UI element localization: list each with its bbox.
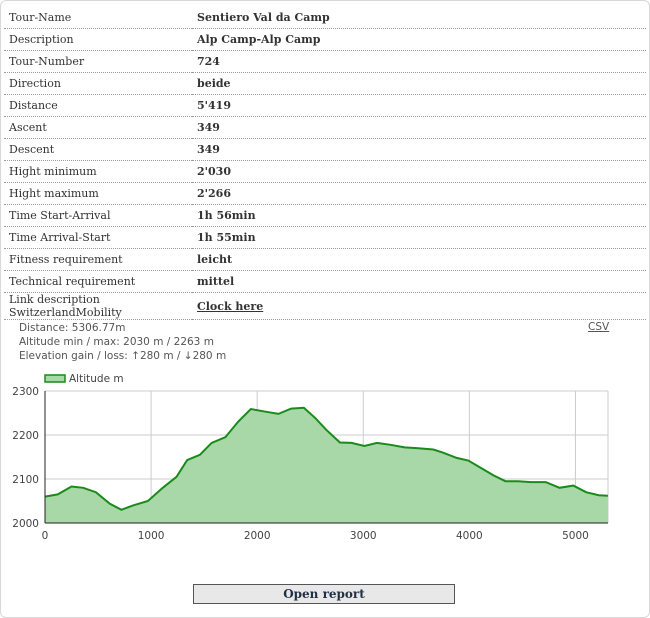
altitude-line [44,406,608,511]
x-tick-label: 2000 [244,530,271,542]
info-value: 349 [192,116,646,139]
info-key: Description [4,28,192,51]
tour-info-table: Tour-Name Sentiero Val da Camp Description… [4,7,646,320]
info-key: Fitness requirement [4,248,192,271]
stats-distance: Distance: 5306.77m [19,322,126,334]
x-tick-label: 5000 [562,530,589,542]
info-key: Time Arrival-Start [4,226,192,249]
info-value: leicht [192,248,646,271]
info-key: Hight minimum [4,160,192,183]
csv-link[interactable]: CSV [588,321,610,333]
x-tick-label: 1000 [138,530,165,542]
info-row: Tour-Number 724 [4,50,646,73]
info-value: 349 [192,138,646,161]
info-value: Sentiero Val da Camp [192,7,646,29]
legend-swatch [44,374,66,383]
info-row: Tour-Name Sentiero Val da Camp [4,7,646,29]
info-key: Descent [4,138,192,161]
altitude-chart: 2000 2100 2200 2300 0 1000 2000 3000 4000 5000 Alt… [12,373,609,542]
info-key: Time Start-Arrival [4,204,192,227]
info-row: Hight minimum 2'030 [4,160,646,183]
info-key: Direction [4,72,192,95]
info-row: Ascent 349 [4,116,646,139]
info-key: Hight maximum [4,182,192,205]
info-row: Direction beide [4,72,646,95]
x-tick-label: 4000 [456,530,483,542]
info-key: Distance [4,94,192,117]
info-value: 2'266 [192,182,646,205]
info-row: Descent 349 [4,138,646,161]
y-tick-label: 2300 [12,386,39,398]
info-value: 724 [192,50,646,73]
info-row: Technical requirement mittel [4,270,646,293]
info-value: 5'419 [192,94,646,117]
info-value: 1h 55min [192,226,646,249]
info-key: Technical requirement [4,270,192,293]
y-tick-label: 2000 [12,518,39,530]
stats-elevation: Elevation gain / loss: ↑280 m / ↓280 m [19,350,227,362]
info-row: Description Alp Camp-Alp Camp [4,28,646,51]
x-tick-label: 3000 [350,530,377,542]
info-value: beide [192,72,646,95]
y-tick-label: 2200 [12,430,39,442]
stats-altitude: Altitude min / max: 2030 m / 2263 m [19,336,214,348]
info-value: mittel [192,270,646,293]
info-row: Distance 5'419 [4,94,646,117]
info-value: Clock here [192,292,646,320]
info-row: Time Arrival-Start 1h 55min [4,226,646,249]
info-row: Link description SwitzerlandMobility Cloc… [4,292,646,320]
info-key: Tour-Number [4,50,192,73]
open-report-button[interactable]: Open report [193,584,455,604]
info-value: Alp Camp-Alp Camp [192,28,646,51]
switzerlandmobility-link[interactable]: Clock here [197,299,264,313]
y-tick-label: 2100 [12,474,39,486]
info-row: Time Start-Arrival 1h 56min [4,204,646,227]
info-key: Ascent [4,116,192,139]
info-value: 1h 56min [192,204,646,227]
route-stats: Distance: 5306.77m Altitude min / max: 2… [19,321,226,363]
info-key: Tour-Name [4,7,192,29]
info-key: Link description SwitzerlandMobility [4,292,192,320]
info-row: Fitness requirement leicht [4,248,646,271]
info-row: Hight maximum 2'266 [4,182,646,205]
altitude-area [45,407,608,523]
x-tick-label: 0 [42,530,49,542]
info-value: 2'030 [192,160,646,183]
legend-label: Altitude m [69,373,124,385]
